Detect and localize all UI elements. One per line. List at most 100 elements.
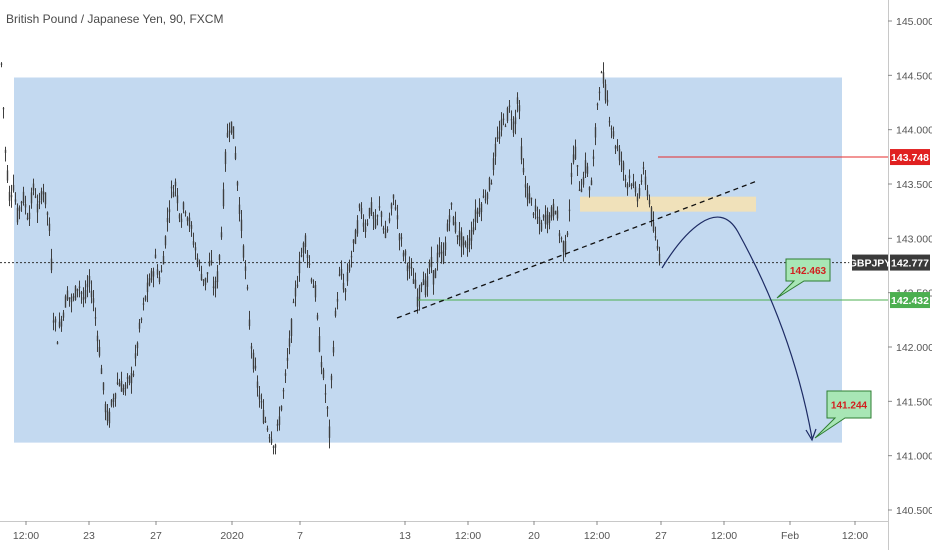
candle-body — [300, 255, 303, 257]
candle-body — [326, 407, 329, 409]
candle-body — [10, 195, 13, 198]
candle-body — [250, 346, 253, 349]
candle-body — [430, 256, 433, 267]
candle-body — [530, 197, 533, 200]
candle-body — [226, 132, 229, 137]
candle-body — [536, 216, 539, 219]
candle-body — [472, 227, 475, 232]
candle-body — [100, 368, 103, 374]
candle-body — [218, 255, 221, 261]
candle-body — [142, 303, 145, 305]
candle-body — [646, 190, 649, 197]
candle-body — [478, 207, 481, 215]
candle-body — [566, 232, 569, 236]
candle-body — [356, 220, 359, 234]
candle-body — [80, 292, 83, 295]
candle-body — [52, 320, 55, 323]
candle-body — [442, 250, 445, 262]
candle-body — [574, 146, 577, 159]
candle-body — [108, 411, 111, 424]
candle-body — [418, 287, 421, 301]
symbol-tag-bg — [852, 254, 888, 271]
candle-body — [598, 91, 601, 94]
candle-body — [120, 381, 123, 392]
y-tick-label: 140.500 — [896, 505, 932, 517]
candle-body — [2, 107, 5, 110]
candle-body — [548, 214, 551, 223]
candle-body — [482, 195, 485, 198]
candle-body — [88, 275, 91, 284]
candle-body — [390, 203, 393, 209]
candle-body — [82, 297, 85, 300]
candle-body — [304, 235, 307, 247]
candle-body — [544, 214, 547, 225]
candle-body — [288, 338, 291, 347]
candle-body — [614, 146, 617, 149]
candle-body — [242, 245, 245, 258]
candle-body — [60, 318, 63, 327]
candle-body — [124, 384, 127, 389]
candle-body — [68, 297, 71, 299]
candle-body — [76, 288, 79, 291]
candle-body — [350, 255, 353, 258]
projection-path — [661, 216, 813, 439]
candles-layer — [0, 62, 661, 455]
candle-body — [146, 282, 149, 293]
candle-body — [96, 335, 99, 342]
x-tick-label: 7 — [297, 530, 303, 542]
candle-body — [72, 296, 75, 298]
candle-body — [406, 265, 409, 272]
candle-body — [258, 394, 261, 400]
candle-body — [558, 233, 561, 237]
candle-body — [372, 214, 375, 220]
candle-body — [40, 191, 43, 201]
candle-body — [532, 213, 535, 216]
candle-body — [86, 283, 89, 288]
candle-body — [50, 258, 53, 271]
candle-body — [344, 289, 347, 293]
resistance-price-tag-text: 143.748 — [891, 152, 929, 164]
candle-body — [426, 276, 429, 287]
candle-body — [520, 146, 523, 160]
candle-body — [396, 215, 399, 220]
candle-body — [564, 241, 567, 256]
candle-body — [150, 270, 153, 281]
candle-body — [234, 152, 237, 159]
candle-body — [352, 239, 355, 243]
candle-body — [528, 193, 531, 204]
candle-body — [500, 119, 503, 131]
target-1-callout-box — [776, 258, 831, 299]
candle-body — [84, 289, 87, 299]
candle-body — [224, 151, 227, 165]
candle-body — [508, 105, 511, 108]
candle-body — [64, 296, 67, 308]
candle-body — [246, 287, 249, 289]
candle-body — [474, 209, 477, 222]
candle-body — [98, 346, 101, 356]
candle-body — [658, 253, 661, 262]
candle-body — [588, 186, 591, 191]
symbol-tag-text: GBPJPY — [849, 258, 892, 270]
candle-body — [140, 318, 143, 321]
candle-body — [378, 206, 381, 208]
candle-body — [278, 416, 281, 425]
candle-body — [464, 242, 467, 245]
candle-body — [604, 84, 607, 101]
candle-body — [486, 193, 489, 199]
candle-body — [534, 205, 537, 212]
candle-body — [638, 188, 641, 196]
candle-body — [354, 230, 357, 244]
candle-body — [414, 279, 417, 288]
candle-body — [74, 286, 77, 301]
candle-body — [616, 145, 619, 149]
candle-body — [178, 214, 181, 219]
candle-body — [608, 120, 611, 123]
candle-body — [230, 121, 233, 133]
candle-body — [260, 400, 263, 403]
candle-body — [476, 211, 479, 214]
x-tick-label: 2020 — [220, 530, 244, 542]
candle-body — [602, 72, 605, 84]
candle-body — [118, 383, 121, 387]
candle-body — [412, 278, 415, 284]
